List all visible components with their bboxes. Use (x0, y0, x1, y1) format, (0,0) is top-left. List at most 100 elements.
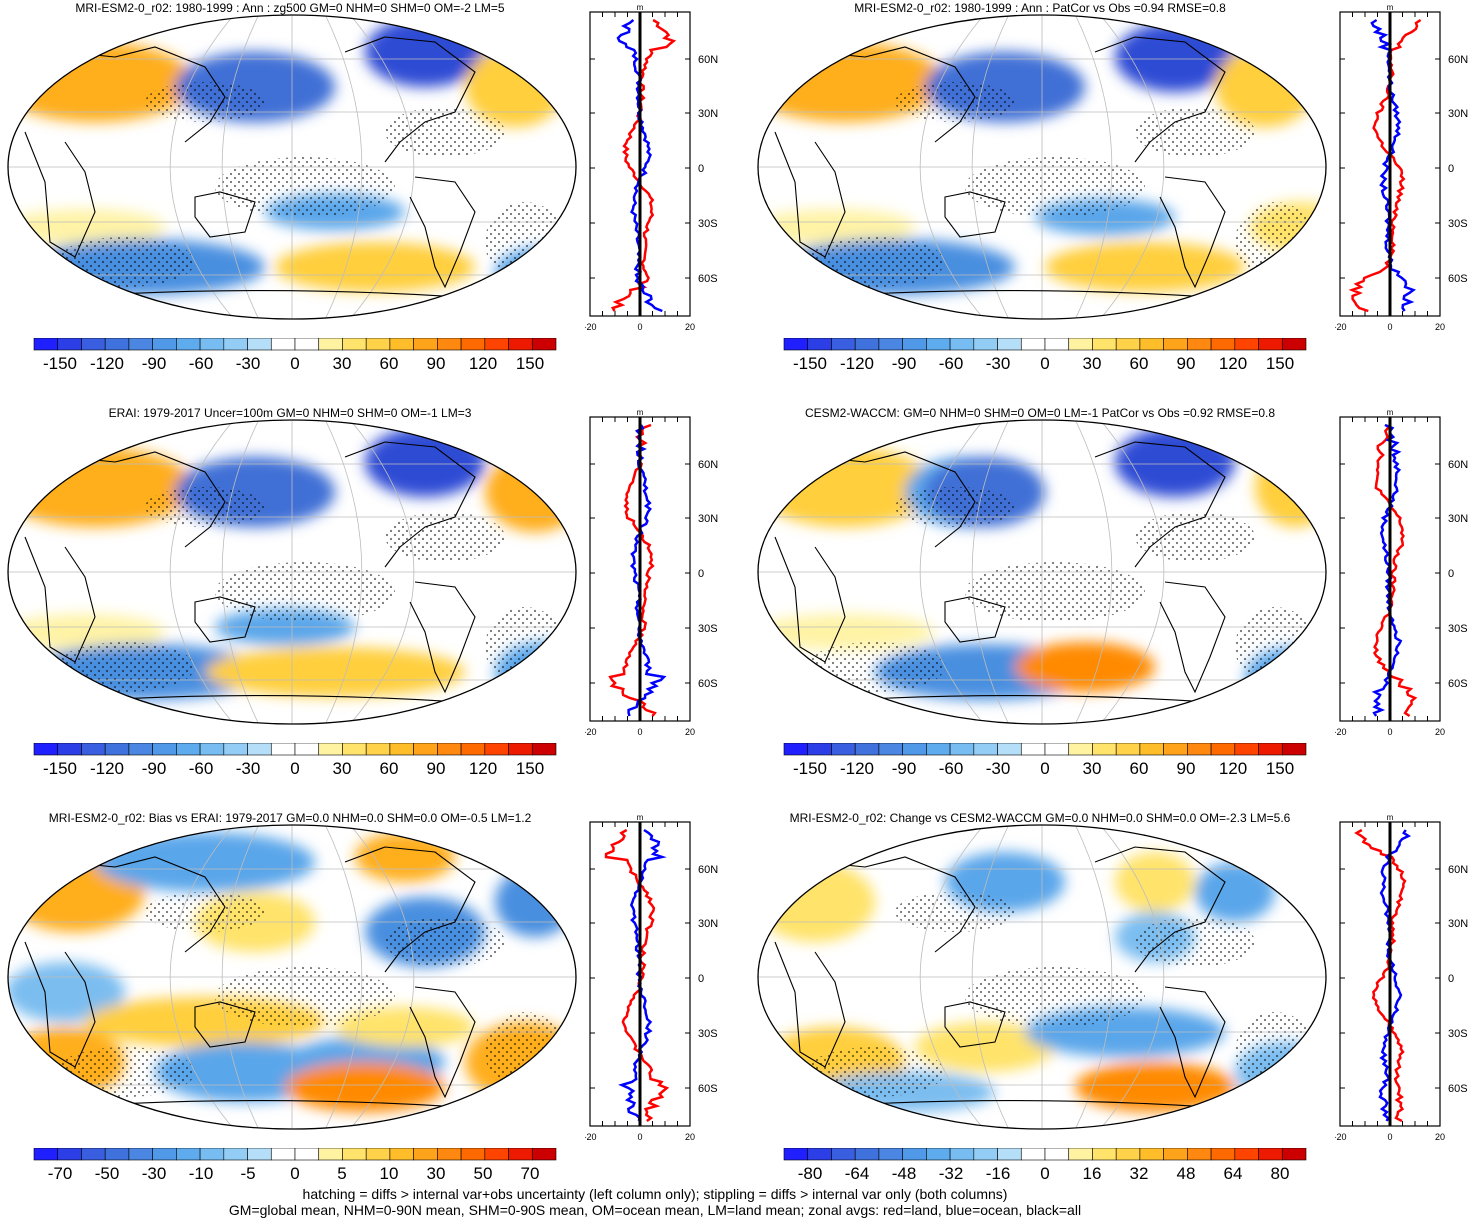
anomaly-region (275, 242, 475, 292)
zonal-x-tick: 20 (1435, 1132, 1445, 1142)
colorbar-tick-label: -30 (236, 759, 261, 778)
map-plot (757, 824, 1327, 1130)
graticule (8, 825, 576, 1129)
map-border (757, 824, 1327, 1130)
colorbar-tick-label: -64 (845, 1164, 870, 1183)
colorbar-box (878, 338, 903, 351)
colorbar-tick-label: -120 (90, 759, 124, 778)
colorbar-tick-label: -150 (793, 354, 827, 373)
colorbar-tick-label: -60 (189, 759, 214, 778)
map-plot (757, 14, 1327, 320)
colorbar-box (854, 743, 880, 756)
zonal-lat-label: 0 (698, 568, 704, 580)
zonal-x-tick: -20 (585, 727, 597, 737)
colorbar-tick-label: 60 (380, 759, 399, 778)
colorbar-box (1163, 338, 1188, 351)
colorbar-tick-label: 50 (474, 1164, 493, 1183)
colorbar-box (997, 743, 1022, 756)
zonal-x-tick: -20 (585, 322, 597, 332)
colorbar-tick-label: 0 (1040, 759, 1049, 778)
colorbar-tick-label: 90 (1177, 759, 1196, 778)
zonal-lat-label: 30N (1448, 513, 1468, 525)
zonal-lat-label: 30S (1448, 1028, 1468, 1040)
zonal-x-tick: -20 (1335, 1132, 1347, 1142)
colorbar-box (1092, 743, 1117, 756)
stippling (1235, 607, 1315, 687)
colorbar-tick-label: 5 (337, 1164, 346, 1183)
zonal-lat-label: 0 (1448, 163, 1454, 175)
zonal-x-tick: -20 (585, 1132, 597, 1142)
colorbar-tick-label: 30 (333, 354, 352, 373)
panel-title: ERAI: 1979-2017 Uncer=100m GM=0 NHM=0 SH… (108, 406, 472, 420)
zonal-lat-label: 60N (1448, 864, 1468, 876)
zonal-x-tick: 20 (685, 727, 695, 737)
colorbar-box (949, 1148, 975, 1161)
colorbar-tick-label: -90 (142, 354, 167, 373)
colorbar-tick-label: 0 (1040, 354, 1049, 373)
colorbar-box (1092, 1148, 1117, 1161)
colorbar-box (1020, 1148, 1046, 1161)
colorbar-tick-label: 0 (290, 354, 299, 373)
zonal-mean-plot: m 60N 30N 0 30S 60S -20 0 20 (585, 3, 718, 332)
zonal-unit-label: m (1387, 3, 1394, 12)
map-border (7, 419, 577, 725)
colorbar-tick-label: 120 (469, 759, 497, 778)
zonal-land-line (1372, 424, 1418, 718)
map-plot (7, 824, 577, 1130)
colorbar-box (926, 338, 951, 351)
colorbar-tick-label: -90 (892, 354, 917, 373)
zonal-unit-label: m (1387, 813, 1394, 822)
colorbar-box (902, 743, 927, 756)
stippling (895, 82, 1015, 122)
footer-line-1: hatching = diffs > internal var+obs unce… (302, 1186, 1008, 1202)
graticule (8, 420, 576, 724)
colorbar: -70 -50 -30 -10 -5 0 5 10 30 50 70 (33, 1148, 557, 1183)
colorbar: -150 -120 -90 -60 -30 0 30 60 90 120 150 (33, 338, 557, 373)
stippling (805, 237, 945, 287)
colorbar-tick-label: 0 (1040, 1164, 1049, 1183)
zonal-lat-label: 60S (698, 273, 718, 285)
colorbar-box (1068, 338, 1093, 351)
map-plot (7, 14, 577, 320)
colorbar-box (783, 1148, 809, 1161)
colorbar-box (973, 1148, 998, 1161)
stippling (215, 967, 395, 1027)
colorbar-tick-label: 150 (516, 354, 544, 373)
colorbar-tick-label: 150 (516, 759, 544, 778)
panel-1: MRI-ESM2-0_r02: 1980-1999 : Ann : zg500 … (0, 0, 1483, 405)
map-plot (7, 419, 577, 725)
colorbar-box (807, 743, 832, 756)
zonal-lat-label: 30N (698, 513, 718, 525)
zonal-x-tick: 20 (685, 322, 695, 332)
zonal-land-line (1354, 828, 1407, 1123)
stippling (215, 157, 395, 217)
zonal-x-tick: 0 (637, 322, 642, 332)
colorbar-tick-label: -120 (840, 354, 874, 373)
zonal-lat-label: 60N (698, 864, 718, 876)
colorbar-tick-label: 80 (1271, 1164, 1290, 1183)
zonal-land-line (604, 828, 670, 1123)
colorbar-tick-label: 32 (1130, 1164, 1149, 1183)
zonal-unit-label: m (637, 813, 644, 822)
colorbar-tick-label: 10 (380, 1164, 399, 1183)
zonal-lat-label: 30S (698, 1028, 718, 1040)
colorbar-tick-label: 120 (469, 354, 497, 373)
colorbar: -150 -120 -90 -60 -30 0 30 60 90 120 150 (783, 338, 1307, 373)
colorbar-box (949, 338, 975, 351)
panel-2: MRI-ESM2-0_r02: 1980-1999 : Ann : PatCor… (0, 0, 1483, 405)
anomaly-region (285, 1062, 445, 1112)
stippling (965, 562, 1145, 622)
colorbar-tick-label: 150 (1266, 759, 1294, 778)
anomaly-region (758, 862, 875, 942)
zonal-lat-label: 30N (698, 108, 718, 120)
zonal-lat-label: 60S (1448, 273, 1468, 285)
colorbar-box (1115, 1148, 1141, 1161)
colorbar-box (1163, 1148, 1188, 1161)
zonal-mean-plot: m 60N 30N 0 30S 60S -20 0 20 (1335, 813, 1468, 1142)
colorbar-tick-label: -60 (189, 354, 214, 373)
zonal-lat-label: 60S (1448, 678, 1468, 690)
colorbar-box (831, 1148, 856, 1161)
colorbar-tick-label: -30 (236, 354, 261, 373)
map-border (757, 14, 1327, 320)
stippling (385, 917, 505, 967)
